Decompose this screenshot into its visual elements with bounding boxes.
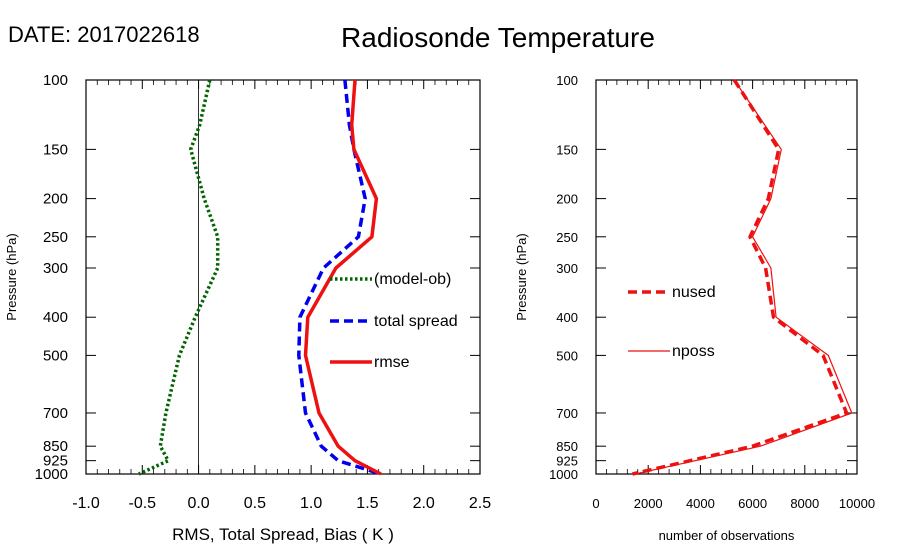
series-line-nused — [632, 79, 849, 476]
x-tick-label: 8000 — [790, 496, 819, 511]
chart-title: Radiosonde Temperature — [341, 22, 655, 53]
y-tick-label: 1000 — [35, 466, 68, 483]
y-tick-label: 100 — [556, 73, 578, 88]
y-tick-label: 700 — [43, 405, 68, 422]
x-axis-label: RMS, Total Spread, Bias ( K ) — [172, 525, 394, 544]
x-tick-label: 4000 — [686, 496, 715, 511]
x-tick-label: 0.5 — [244, 495, 266, 512]
series-line-modelob — [138, 79, 220, 476]
x-tick-label: 2.0 — [413, 495, 435, 512]
x-tick-label: 0 — [592, 496, 599, 511]
y-tick-label: 300 — [556, 261, 578, 276]
legend-label: nposs — [672, 343, 715, 360]
y-tick-label: 250 — [43, 229, 68, 246]
y-tick-label: 400 — [556, 310, 578, 325]
y-tick-label: 500 — [43, 347, 68, 364]
x-axis-label: number of observations — [659, 528, 795, 543]
y-axis-label: Pressure (hPa) — [4, 233, 19, 320]
y-tick-label: 150 — [43, 141, 68, 158]
x-tick-label: 2.5 — [469, 495, 491, 512]
y-tick-label: 700 — [556, 406, 578, 421]
y-tick-label: 1000 — [549, 467, 578, 482]
y-axis-label: Pressure (hPa) — [514, 233, 529, 320]
plot-frame-right — [595, 79, 858, 475]
y-tick-label: 925 — [556, 454, 578, 469]
y-tick-label: 850 — [43, 438, 68, 455]
legend-label: total spread — [374, 313, 458, 330]
y-tick-label: 200 — [556, 192, 578, 207]
x-tick-label: 10000 — [839, 496, 875, 511]
series-line-totalspread — [297, 79, 382, 476]
y-tick-label: 200 — [43, 191, 68, 208]
x-tick-label: 6000 — [738, 496, 767, 511]
x-tick-label: 0.0 — [187, 495, 209, 512]
x-tick-label: 1.0 — [300, 495, 322, 512]
y-tick-label: 500 — [556, 348, 578, 363]
series-line-rmse — [303, 79, 382, 476]
legend-label: (model-ob) — [374, 271, 451, 288]
y-tick-label: 850 — [556, 439, 578, 454]
y-tick-label: 150 — [556, 142, 578, 157]
y-tick-label: 300 — [43, 260, 68, 277]
legend-label: rmse — [374, 354, 410, 371]
y-tick-label: 250 — [556, 230, 578, 245]
y-tick-label: 400 — [43, 309, 68, 326]
x-tick-label: -1.0 — [72, 495, 100, 512]
x-tick-label: 1.5 — [356, 495, 378, 512]
y-tick-label: 100 — [43, 72, 68, 89]
plot-frame-left — [85, 79, 481, 475]
y-tick-label: 925 — [43, 453, 68, 470]
series-line-nposs — [634, 79, 853, 475]
x-tick-label: -0.5 — [128, 495, 156, 512]
date-label: DATE: 2017022618 — [8, 22, 200, 47]
x-tick-label: 2000 — [634, 496, 663, 511]
legend-label: nused — [672, 284, 716, 301]
